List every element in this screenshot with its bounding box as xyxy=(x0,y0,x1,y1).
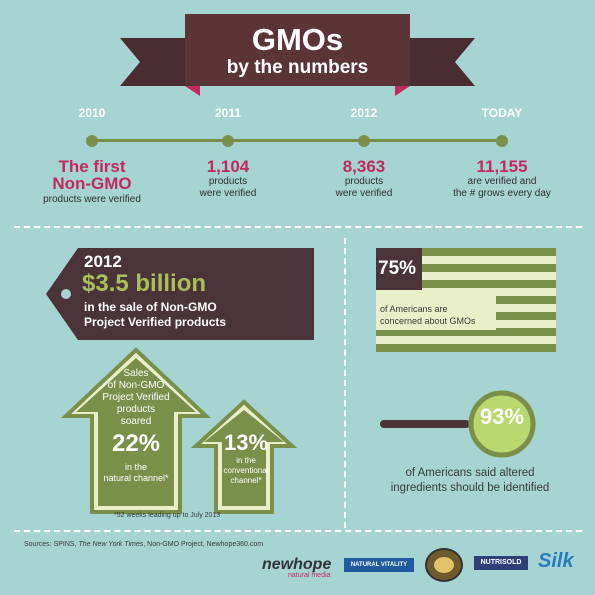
tag-line2: Project Verified products xyxy=(84,315,227,329)
banner-right-fold xyxy=(395,86,410,96)
arrow-left-caption: in the natural channel* xyxy=(103,462,169,483)
nutrisold-logo: NUTRISOLD xyxy=(474,556,528,570)
timeline-dot xyxy=(358,134,370,147)
column-divider xyxy=(344,238,346,528)
magnifier-percent: 93% xyxy=(479,404,525,429)
timeline-dot xyxy=(86,134,98,147)
timeline-caption: products were verified xyxy=(43,194,141,205)
timeline-caption: products were verified xyxy=(199,176,257,199)
price-tag-hole xyxy=(61,289,71,299)
banner-right-tail xyxy=(395,38,475,86)
tag-amount: $3.5 billion xyxy=(82,270,207,297)
price-tag-shape xyxy=(46,248,314,340)
magnifier-lens xyxy=(468,390,536,458)
timeline-line xyxy=(92,139,502,142)
footnote-weeks: *52 weeks leading up to July 2013 xyxy=(114,512,221,519)
timeline-year: 2012 xyxy=(350,106,378,120)
section-divider xyxy=(14,226,582,228)
flag-text-panel xyxy=(376,296,496,330)
timeline-value: 1,104 xyxy=(206,157,250,176)
sources-line: Sources: SPINS, The New York Times, Non-… xyxy=(24,541,263,548)
sources-nyt: The New York Times xyxy=(78,541,144,548)
price-tag xyxy=(46,248,314,340)
sources-suffix: , Non-GMO Project, Newhope360.com xyxy=(143,541,264,548)
tag-year: 2012 xyxy=(84,252,122,271)
banner-left-fold xyxy=(185,86,200,96)
arrow-left-text: Sales of Non-GMO Project Verified produc… xyxy=(102,368,170,427)
timeline-year: 2011 xyxy=(214,106,242,120)
title-banner xyxy=(120,14,475,96)
magnifier-icon xyxy=(380,390,536,458)
magnifier-text: of Americans said altered ingredients sh… xyxy=(390,467,550,494)
banner-main xyxy=(185,14,410,86)
footer-divider xyxy=(14,530,582,532)
timeline-caption: are verified and the # grows every day xyxy=(453,176,551,199)
arrow-right-inner xyxy=(204,410,284,506)
flag-graphic xyxy=(376,248,556,352)
magnifier-handle xyxy=(380,420,470,428)
flag-canton xyxy=(376,248,422,290)
newhope-logo: newhope xyxy=(262,556,332,573)
sources-prefix: Sources: SPINS, xyxy=(24,541,79,548)
page-subtitle: by the numbers xyxy=(226,57,369,78)
arrow-right-caption: in the conventional channel* xyxy=(223,456,269,485)
arrow-left-percent: 22% xyxy=(111,430,161,457)
timeline-value: 8,363 xyxy=(342,157,386,176)
natural-vitality-logo: NATURAL VITALITY xyxy=(344,558,414,572)
timeline-dot xyxy=(496,134,508,147)
timeline-year: TODAY xyxy=(481,106,523,120)
seal-logo xyxy=(425,548,463,582)
timeline-value: The first Non-GMO xyxy=(52,157,132,193)
newhope-sub: natural media xyxy=(288,572,331,579)
flag-text: of Americans are concerned about GMOs xyxy=(380,304,476,326)
tag-line1: in the sale of Non-GMO xyxy=(84,300,217,314)
arrow-left-inner xyxy=(76,358,196,506)
page-title: GMOs xyxy=(251,22,344,57)
timeline-dot xyxy=(222,134,234,147)
flag-percent: 75% xyxy=(378,258,417,279)
arrows-graphic xyxy=(60,347,298,514)
banner-left-tail xyxy=(120,38,200,86)
arrow-right-percent: 13% xyxy=(223,430,269,455)
timeline-value: 11,155 xyxy=(476,157,528,176)
timeline-caption: products were verified xyxy=(335,176,393,199)
silk-logo: Silk xyxy=(538,550,574,572)
timeline-year: 2010 xyxy=(78,106,106,120)
